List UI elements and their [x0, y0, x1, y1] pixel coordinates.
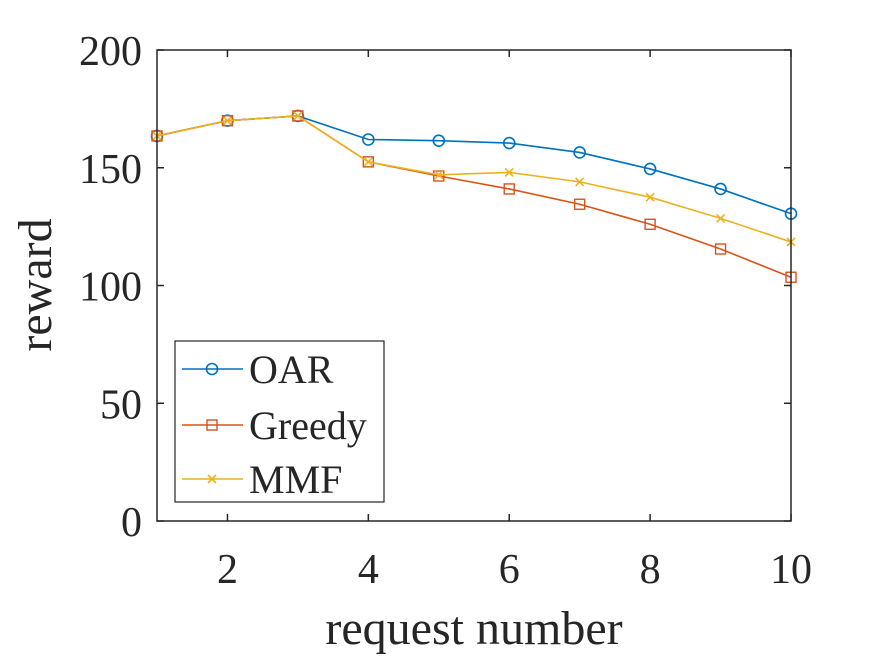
- data-point-mmf: [293, 111, 303, 121]
- data-point-greedy: [573, 198, 586, 210]
- legend: OAR Greedy MMF: [174, 340, 385, 503]
- legend-entries: OAR Greedy MMF: [182, 347, 367, 502]
- axes-box: [156, 49, 792, 522]
- legend-marker-oar: [205, 362, 219, 376]
- y-tick-label: 100: [79, 265, 142, 311]
- legend-marker-mmf: [207, 474, 217, 484]
- data-point-greedy: [433, 170, 445, 182]
- legend-item-mmf: MMF: [182, 457, 342, 502]
- y-tick-label: 50: [100, 382, 142, 428]
- legend-item-greedy: Greedy: [182, 403, 367, 448]
- legend-label-mmf: MMF: [249, 457, 342, 502]
- data-point-mmf: [504, 167, 514, 178]
- legend-item-oar: OAR: [182, 347, 334, 392]
- data-point-greedy: [714, 243, 727, 255]
- y-axis-label: reward: [9, 218, 62, 351]
- y-tick-label: 200: [79, 29, 142, 75]
- data-point-mmf: [575, 177, 585, 187]
- data-point-oar: [573, 146, 586, 159]
- data-point-oar: [502, 136, 516, 150]
- data-point-greedy: [644, 218, 656, 230]
- legend-label-greedy: Greedy: [249, 403, 367, 448]
- data-point-oar: [432, 134, 446, 147]
- series-line-mmf: [156, 115, 792, 243]
- x-axis-label: request number: [325, 602, 622, 655]
- data-point-mmf: [363, 157, 373, 167]
- data-point-greedy: [362, 156, 375, 168]
- data-point-oar: [714, 182, 727, 196]
- data-point-mmf: [434, 170, 444, 180]
- legend-label-oar: OAR: [249, 347, 334, 392]
- y-tick-label: 0: [121, 500, 142, 546]
- x-tick-label: 4: [358, 547, 379, 593]
- data-point-mmf: [715, 213, 726, 223]
- x-tick-label: 2: [217, 547, 238, 593]
- data-point-mmf: [645, 192, 655, 202]
- data-point-oar: [643, 162, 657, 176]
- legend-box: [174, 340, 385, 503]
- y-tick-label: 150: [79, 147, 142, 193]
- data-point-oar: [362, 133, 375, 146]
- x-tick-label: 6: [499, 547, 520, 593]
- data-point-greedy: [503, 183, 515, 195]
- data-point-mmf: [222, 116, 233, 126]
- x-tick-label: 10: [770, 547, 812, 593]
- legend-marker-greedy: [206, 419, 218, 431]
- x-tick-label: 8: [640, 547, 661, 593]
